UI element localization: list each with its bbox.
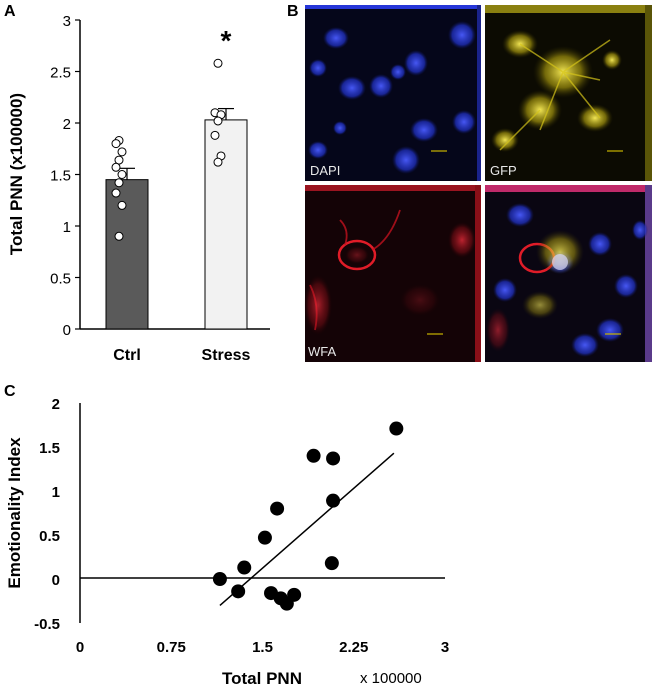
scatter-point — [324, 556, 339, 571]
micrograph-wfa: WFA — [304, 185, 481, 362]
scatter-point — [306, 448, 321, 463]
scatter-point — [231, 584, 246, 599]
micrograph-panel-b: DAPI GFP WF — [304, 5, 652, 362]
trendline — [219, 452, 395, 606]
bar-stress — [204, 119, 248, 330]
y-tick-label: 1.5 — [39, 440, 60, 457]
micrograph-dapi: DAPI — [305, 5, 481, 181]
bar-chart-panel-a: 0 0.5 1 1.5 2 2.5 3 Ctrl Stress * Total PNN (x1… — [7, 13, 270, 364]
data-point — [114, 231, 124, 241]
category-label-stress: Stress — [202, 347, 251, 364]
scatter-point — [326, 451, 341, 466]
scatter-point — [326, 493, 341, 508]
data-point — [117, 170, 127, 179]
data-point — [111, 139, 121, 149]
x-tick-label: 3 — [441, 639, 449, 656]
data-point — [114, 178, 124, 188]
scatter-point — [257, 530, 272, 545]
x-axis-unit-note: x 100000 — [360, 670, 422, 687]
panel-label-c: C — [4, 383, 16, 400]
y-tick-label: -0.5 — [34, 616, 60, 633]
x-axis-title: Total PNN — [222, 669, 302, 688]
x-tick-label: 0 — [76, 639, 84, 656]
y-tick-label: 0 — [63, 322, 71, 339]
y-tick-label: 1.5 — [50, 168, 71, 185]
y-axis-title: Emotionality Index — [5, 437, 24, 589]
tile-label-dapi: DAPI — [310, 163, 340, 178]
scatter-chart-panel-c: -0.5 0 0.5 1 1.5 2 0 0.75 1.5 2.25 3 Emotionality… — [5, 396, 449, 688]
x-tick-label: 2.25 — [339, 639, 368, 656]
micrograph-merge — [485, 185, 652, 362]
x-tick-label: 1.5 — [252, 639, 273, 656]
category-label-ctrl: Ctrl — [113, 347, 141, 364]
scatter-point — [287, 587, 302, 602]
data-point — [111, 162, 121, 172]
y-tick-label: 3 — [63, 13, 71, 30]
scatter-point — [237, 560, 252, 575]
data-point — [111, 188, 121, 198]
panel-label-a: A — [4, 3, 16, 20]
data-point — [117, 200, 127, 210]
y-tick-label: 2 — [63, 116, 71, 133]
y-tick-label: 1 — [63, 219, 71, 236]
data-point — [210, 130, 220, 140]
y-tick-label: 0 — [52, 572, 60, 589]
panel-label-b: B — [287, 3, 299, 20]
data-point — [117, 147, 127, 157]
micrograph-gfp: GFP — [485, 5, 652, 181]
scatter-point — [270, 501, 285, 516]
y-tick-label: 0.5 — [39, 528, 60, 545]
data-point — [213, 58, 223, 68]
y-tick-label: 2 — [52, 396, 60, 413]
scatter-point — [389, 421, 404, 436]
tile-label-wfa: WFA — [308, 344, 336, 359]
y-tick-label: 1 — [52, 484, 60, 501]
tile-label-gfp: GFP — [490, 163, 517, 178]
y-tick-label: 0.5 — [50, 271, 71, 288]
x-tick-label: 0.75 — [157, 639, 186, 656]
bar-ctrl — [105, 179, 149, 330]
data-point — [213, 116, 223, 126]
y-tick-label: 2.5 — [50, 65, 71, 82]
significance-marker: * — [221, 25, 232, 56]
y-axis-title: Total PNN (x100000) — [7, 93, 26, 255]
data-point — [213, 157, 223, 167]
scatter-point — [212, 572, 227, 586]
